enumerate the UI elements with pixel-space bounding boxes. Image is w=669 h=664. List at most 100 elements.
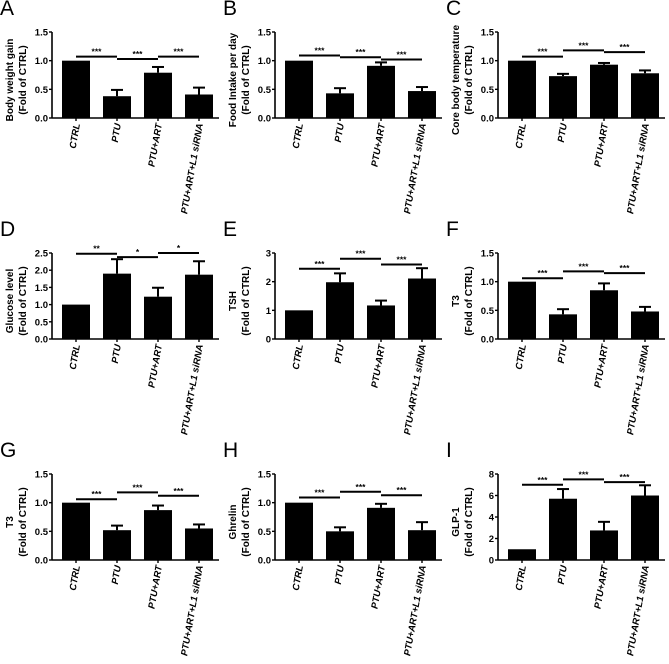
- y-tick-label: 0.0: [35, 114, 48, 125]
- y-tick-label: 1.0: [258, 498, 271, 509]
- bar-ctrl: [508, 60, 536, 118]
- bar-ptu-art-l1-sirna: [408, 91, 436, 118]
- bar-ptu-art: [144, 510, 172, 560]
- significance-label: ***: [397, 50, 408, 60]
- x-tick-label: PTU: [110, 563, 124, 585]
- x-tick-label: CTRL: [514, 564, 529, 591]
- x-tick-label: CTRL: [291, 564, 306, 591]
- bar-ptu: [103, 96, 131, 118]
- bar-ptu-art: [367, 507, 395, 560]
- panel-label-i: I: [446, 439, 452, 462]
- y-tick-label: 0.5: [481, 85, 495, 96]
- x-tick-label: PTU+ART: [146, 121, 165, 167]
- bar-ptu-art-l1-sirna: [631, 311, 659, 339]
- bar-ptu-art: [590, 64, 618, 118]
- y-tick-label: 1.0: [35, 56, 48, 67]
- y-axis-title: Body weight gain: [5, 39, 16, 122]
- bar-ptu-art-l1-sirna: [631, 73, 659, 118]
- panel-label-g: G: [0, 439, 17, 462]
- bar-ctrl: [62, 304, 90, 339]
- bar-ptu: [326, 531, 354, 560]
- y-tick-label: 0.5: [35, 85, 49, 96]
- bar-ptu-art-l1-sirna: [185, 274, 213, 339]
- y-axis-title: Glucose level: [5, 269, 16, 334]
- y-tick-label: 0.5: [481, 306, 495, 317]
- y-tick-label: 0.5: [35, 527, 49, 538]
- x-tick-label: CTRL: [68, 564, 83, 591]
- bar-ptu-art: [590, 530, 618, 560]
- significance-label: ***: [174, 47, 185, 57]
- y-tick-label: 2: [489, 534, 494, 545]
- x-tick-label: PTU+ART+L1 siRNA: [179, 122, 206, 214]
- significance-label: ***: [356, 482, 367, 492]
- y-tick-label: 0.0: [35, 556, 48, 567]
- panel-label-h: H: [223, 439, 239, 462]
- bar-ptu: [326, 93, 354, 118]
- panel-label-b: B: [223, 0, 238, 20]
- x-tick-label: PTU+ART: [146, 563, 165, 609]
- bar-ptu: [103, 530, 131, 560]
- chart-panel-b: Food Intake per day (Fold of CTRL) 0.0 0.5 1…: [223, 0, 445, 221]
- y-axis-subtitle: (Fold of CTRL): [241, 45, 252, 114]
- y-tick-label: 0: [266, 335, 271, 346]
- significance-label: ***: [397, 254, 408, 264]
- y-tick-label: 1.0: [35, 300, 48, 311]
- y-tick-label: 1.5: [35, 283, 49, 294]
- bar-ctrl: [508, 549, 536, 560]
- y-tick-label: 0.5: [258, 85, 272, 96]
- significance-label: ***: [92, 47, 103, 57]
- x-tick-label: PTU+ART: [369, 121, 388, 167]
- bar-ptu: [549, 498, 577, 560]
- y-tick-label: 0.0: [258, 556, 271, 567]
- x-tick-label: CTRL: [68, 122, 83, 149]
- y-tick-label: 1.5: [481, 249, 495, 260]
- x-tick-label: PTU+ART: [369, 563, 388, 609]
- y-tick-label: 0.5: [258, 527, 272, 538]
- bar-ptu-art-l1-sirna: [631, 495, 659, 560]
- y-tick-label: 1.0: [481, 277, 494, 288]
- y-tick-label: 0.5: [35, 317, 49, 328]
- panel-label-c: C: [446, 0, 462, 20]
- chart-panel-h: Ghrelin (Fold of CTRL) 0.0 0.5 1.0 1.5 CTRL PTU…: [223, 442, 445, 663]
- y-tick-label: 2.0: [35, 266, 48, 277]
- significance-label: ***: [315, 46, 326, 56]
- x-tick-label: PTU: [110, 121, 124, 143]
- x-tick-label: PTU+ART: [592, 563, 611, 609]
- y-tick-label: 1.5: [35, 470, 49, 481]
- x-tick-label: CTRL: [514, 122, 529, 149]
- x-tick-label: PTU: [556, 121, 570, 143]
- x-tick-label: PTU+ART+L1 siRNA: [402, 564, 429, 656]
- y-axis-title: Ghrelin: [228, 504, 239, 539]
- x-tick-label: CTRL: [68, 343, 83, 370]
- x-tick-label: PTU+ART+L1 siRNA: [402, 343, 429, 435]
- significance-label: ***: [620, 472, 631, 482]
- panel-label-a: A: [0, 0, 15, 20]
- significance-label: ***: [356, 47, 367, 57]
- y-tick-label: 0.0: [35, 335, 48, 346]
- bar-chart-svg: GLP-1 (Fold of CTRL) 0 2 4 6 8 CTRL PTU PTU+ART PT…: [451, 469, 665, 657]
- y-tick-label: 1.5: [35, 28, 49, 39]
- y-axis-subtitle: (Fold of CTRL): [464, 266, 475, 335]
- bar-ptu: [549, 76, 577, 118]
- y-axis-subtitle: (Fold of CTRL): [18, 45, 29, 114]
- y-tick-label: 2.5: [35, 249, 49, 260]
- bar-chart-svg: Body weight gain (Fold of CTRL) 0.0 0.5 1.0 1…: [5, 28, 219, 215]
- y-axis-subtitle: (Fold of CTRL): [18, 266, 29, 335]
- y-tick-label: 1.5: [258, 28, 272, 39]
- x-tick-label: PTU+ART+L1 siRNA: [625, 564, 652, 656]
- significance-label: ***: [579, 261, 590, 271]
- bar-ptu-art-l1-sirna: [185, 94, 213, 118]
- y-axis-title: Food Intake per day: [228, 32, 239, 127]
- x-tick-label: PTU+ART+L1 siRNA: [625, 343, 652, 435]
- bar-ptu-art: [144, 296, 172, 339]
- x-tick-label: PTU+ART: [369, 342, 388, 388]
- x-tick-label: PTU+ART: [146, 342, 165, 388]
- bar-chart-svg: Ghrelin (Fold of CTRL) 0.0 0.5 1.0 1.5 CTRL PTU…: [228, 470, 442, 657]
- bar-ptu: [326, 282, 354, 339]
- significance-label: *: [136, 247, 140, 257]
- significance-label: ***: [315, 259, 326, 269]
- significance-label: **: [93, 244, 100, 254]
- bar-ptu-art-l1-sirna: [408, 278, 436, 339]
- significance-label: ***: [538, 475, 549, 485]
